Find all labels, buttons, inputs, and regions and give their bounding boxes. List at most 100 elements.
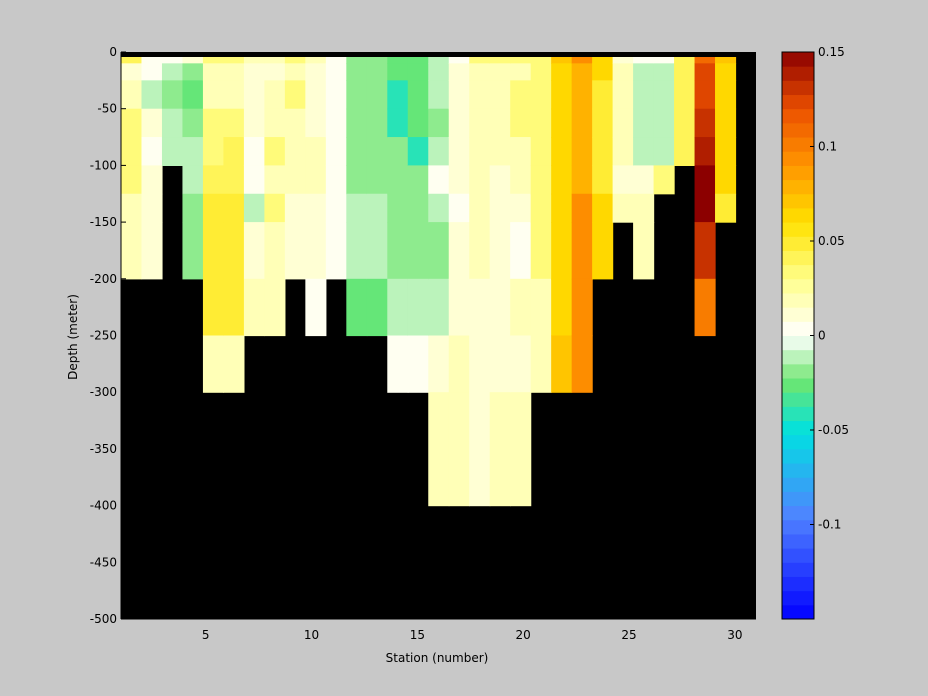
- heatmap-cell: [653, 52, 675, 64]
- heatmap-cell: [510, 137, 532, 166]
- heatmap-cell: [346, 63, 368, 81]
- heatmap-cell: [264, 63, 286, 81]
- heatmap-cell: [694, 108, 716, 138]
- y-tick-label: -150: [90, 215, 117, 229]
- x-tick-label: 15: [410, 628, 425, 642]
- heatmap-cell: [469, 278, 491, 337]
- heatmap-cell: [223, 63, 245, 81]
- heatmap-cell: [346, 108, 368, 138]
- heatmap-cell: [243, 108, 265, 138]
- heatmap-cell: [715, 108, 737, 138]
- heatmap-cell: [407, 80, 429, 110]
- heatmap-cell: [264, 222, 286, 280]
- colorbar-segment: [782, 236, 814, 251]
- heatmap-cell: [489, 278, 511, 337]
- heatmap-cell: [387, 108, 409, 138]
- heatmap-cell: [489, 392, 511, 507]
- heatmap-cell: [243, 222, 265, 280]
- heatmap-cell: [428, 392, 450, 507]
- colorbar-segment: [782, 590, 814, 606]
- heatmap-cell: [694, 63, 716, 81]
- colorbar-segment: [782, 151, 814, 166]
- colorbar-tick-label: -0.1: [818, 518, 841, 532]
- colorbar-segment: [782, 378, 814, 393]
- heatmap-cell: [428, 63, 450, 81]
- heatmap-cell: [305, 193, 327, 223]
- heatmap-cell: [161, 108, 184, 138]
- heatmap-cell: [161, 137, 184, 166]
- heatmap-cell: [694, 278, 716, 337]
- heatmap-cell: [469, 165, 491, 195]
- heatmap-cell: [121, 165, 143, 195]
- heatmap-cell: [489, 335, 511, 393]
- heatmap-cell: [694, 137, 716, 166]
- heatmap-cell: [141, 165, 163, 195]
- heatmap-cell: [284, 52, 306, 64]
- heatmap-cell: [121, 193, 143, 223]
- heatmap-cell: [694, 52, 716, 64]
- colorbar-segment: [782, 179, 814, 195]
- heatmap-cell: [428, 80, 450, 110]
- heatmap-cell: [715, 52, 737, 64]
- heatmap-cell: [633, 52, 655, 64]
- heatmap-cell: [223, 80, 245, 110]
- heatmap-cell: [325, 108, 347, 138]
- colorbar: 0.15 0.1 0.05 0 -0.05 -0.1: [781, 45, 849, 620]
- surface-strip: [121, 52, 756, 57]
- heatmap-cell: [612, 108, 634, 138]
- colorbar-segment: [782, 292, 814, 308]
- heatmap-cell: [633, 137, 655, 166]
- colorbar-segment: [782, 548, 814, 563]
- heatmap-cell: [284, 63, 306, 81]
- heatmap-cell: [243, 80, 265, 110]
- heatmap-cell: [346, 80, 368, 110]
- heatmap-cell: [571, 137, 593, 166]
- heatmap-cell: [387, 63, 409, 81]
- heatmap-cell: [612, 63, 634, 81]
- heatmap-cell: [121, 63, 143, 81]
- colorbar-segment: [782, 108, 814, 124]
- heatmap-cell: [694, 80, 716, 110]
- colorbar-segment: [782, 363, 814, 379]
- heatmap-cell: [284, 165, 306, 195]
- heatmap-cell: [469, 52, 491, 64]
- heatmap-cell: [633, 165, 655, 195]
- heatmap-cell: [182, 80, 204, 110]
- heatmap-cell: [448, 63, 470, 81]
- heatmap-cell: [305, 278, 327, 337]
- heatmap-cell: [428, 222, 450, 280]
- heatmap-cell: [366, 108, 388, 138]
- heatmap-cell: [387, 278, 409, 337]
- heatmap-cell: [510, 63, 532, 81]
- colorbar-segment: [782, 66, 814, 81]
- heatmap-cell: [346, 278, 368, 337]
- heatmap-cell: [612, 80, 634, 110]
- colorbar-tick-label: 0.15: [818, 45, 845, 59]
- heatmap-cell: [469, 80, 491, 110]
- heatmap-cell: [121, 80, 143, 110]
- heatmap-cell: [121, 137, 143, 166]
- heatmap-cell: [223, 335, 245, 393]
- heatmap-cell: [141, 222, 163, 280]
- heatmap-cell: [633, 63, 655, 81]
- heatmap-cell: [510, 335, 532, 393]
- heatmap-cell: [469, 63, 491, 81]
- heatmap-cell: [510, 80, 532, 110]
- heatmap-cell: [489, 193, 511, 223]
- heatmap-cell: [366, 165, 388, 195]
- heatmap-cell: [284, 222, 306, 280]
- heatmap-cell: [141, 80, 163, 110]
- heatmap-cell: [489, 222, 511, 280]
- heatmap-cell: [428, 278, 450, 337]
- heatmap-cell: [530, 137, 552, 166]
- y-tick-label: -50: [97, 102, 117, 116]
- heatmap-cell: [489, 80, 511, 110]
- heatmap-cell: [202, 137, 225, 166]
- colorbar-segment: [782, 94, 814, 110]
- heatmap-cell: [264, 52, 286, 64]
- heatmap-cell: [448, 165, 470, 195]
- heatmap-cell: [571, 63, 593, 81]
- y-tick-label: -500: [90, 612, 117, 626]
- heatmap-cell: [612, 165, 634, 195]
- heatmap-cell: [592, 80, 614, 110]
